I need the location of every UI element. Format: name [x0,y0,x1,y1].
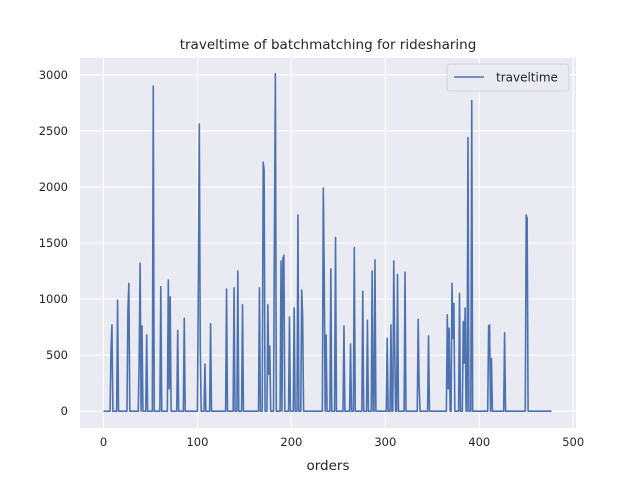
y-tick-label: 0 [61,404,68,418]
x-tick-label: 200 [280,435,302,449]
grid [80,58,576,428]
x-axis-label: orders [306,458,349,474]
x-tick-label: 100 [186,435,208,449]
chart-title: traveltime of batchmatching for rideshar… [180,37,477,53]
x-tick-label: 0 [100,435,107,449]
x-tick-label: 300 [374,435,396,449]
x-tick-label: 400 [468,435,490,449]
y-tick-label: 3000 [39,68,68,82]
series-lines [103,72,552,412]
y-tick-labels: 0 500 1000 1500 2000 2500 3000 [39,68,68,418]
legend-label: traveltime [496,71,558,85]
series-line-traveltime [103,72,552,412]
y-tick-label: 1500 [39,236,68,250]
x-tick-labels: 0 100 200 300 400 500 [100,435,584,449]
y-tick-label: 1000 [39,292,68,306]
legend: traveltime [446,63,570,92]
legend-box [446,63,570,92]
x-tick-label: 500 [562,435,584,449]
y-tick-label: 2000 [39,180,68,194]
y-tick-label: 2500 [39,124,68,138]
y-tick-label: 500 [46,348,68,362]
